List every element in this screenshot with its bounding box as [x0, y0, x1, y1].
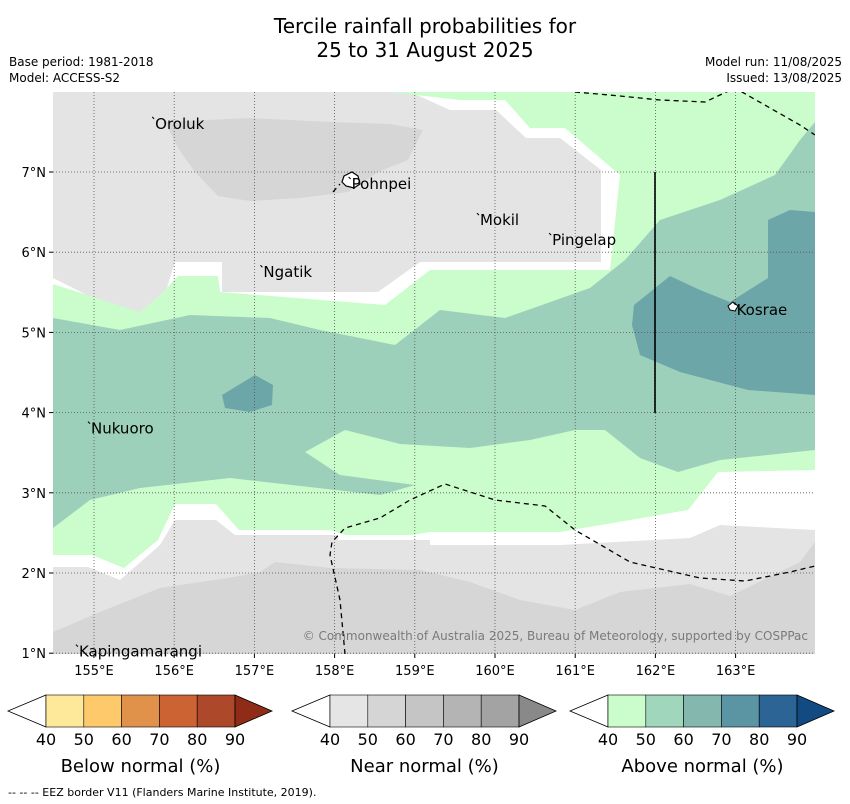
colorbar-title: Above normal (%): [621, 756, 783, 777]
colorbar-tick-label: 60: [673, 730, 693, 749]
colorbar-tick-label: 80: [749, 730, 769, 749]
place-marker: [733, 302, 736, 306]
colorbar-extend-low: [568, 694, 609, 728]
place-label-oroluk: Oroluk: [155, 115, 204, 133]
colorbar-title: Below normal (%): [61, 756, 221, 777]
colorbar-tick-label: 70: [433, 730, 453, 749]
eez-border-north: [574, 92, 815, 136]
place-label-pohnpei: Pohnpei: [352, 175, 412, 193]
colorbar-tick-label: 50: [636, 730, 656, 749]
colorbar-tick-label: 60: [395, 730, 415, 749]
latitude-tick-label: 6°N: [22, 246, 47, 261]
colorbar-tick-label: 90: [509, 730, 529, 749]
colorbar-tick-label: 70: [711, 730, 731, 749]
latitude-tick-label: 4°N: [22, 407, 47, 422]
eez-border-pohnpei: [332, 183, 341, 193]
latitude-tick-label: 2°N: [22, 567, 47, 582]
colorbar-tick-label: 90: [225, 730, 245, 749]
colorbar-segment: [121, 694, 160, 728]
latitude-tick-label: 3°N: [22, 487, 47, 502]
colorbar-extend-high: [796, 694, 836, 728]
longitude-tick-label: 159°E: [395, 664, 435, 679]
longitude-tick-label: 158°E: [315, 664, 355, 679]
eez-footer-note: -- -- -- EEZ border V11 (Flanders Marine…: [8, 786, 317, 799]
colorbar-tick-label: 90: [787, 730, 807, 749]
colorbar-extend-high: [518, 694, 558, 728]
longitude-tick-label: 161°E: [555, 664, 595, 679]
place-label-ngatik: Ngatik: [263, 263, 312, 281]
colorbar-tick-label: 40: [320, 730, 340, 749]
colorbar-segment: [480, 694, 520, 728]
model-name: Model: ACCESS-S2: [9, 71, 121, 85]
longitude-tick-label: 160°E: [475, 664, 515, 679]
longitude-tick-label: 163°E: [716, 664, 756, 679]
colorbar-segment: [196, 694, 236, 728]
eez-border-south: [329, 483, 815, 654]
longitude-tick-label: 162°E: [636, 664, 676, 679]
colorbar-segment: [645, 694, 684, 728]
place-label-kapingamarangi: Kapingamarangi: [79, 643, 202, 661]
colorbar-tick-label: 60: [111, 730, 131, 749]
place-marker: [151, 116, 155, 120]
colorbar-tick-label: 80: [187, 730, 207, 749]
colorbar-segment: [83, 694, 122, 728]
map-title-line2: 25 to 31 August 2025: [316, 38, 534, 62]
colorbar-tick-label: 80: [471, 730, 491, 749]
pohnpei-island: [341, 171, 361, 189]
colorbar-extend-low: [290, 694, 331, 728]
colorbar-extend-low: [6, 694, 47, 728]
longitude-tick-label: 155°E: [74, 664, 114, 679]
issued-date: Issued: 13/08/2025: [726, 71, 842, 85]
longitude-tick-label: 156°E: [154, 664, 194, 679]
colorbar-tick-label: 50: [74, 730, 94, 749]
above-normal-60-region-west: [222, 375, 273, 412]
colorbar-segment: [405, 694, 444, 728]
place-marker: [348, 176, 351, 180]
place-marker: [476, 212, 480, 216]
colorbar-segment: [607, 694, 647, 728]
colorbar-segment: [159, 694, 198, 728]
colorbar-segment: [683, 694, 722, 728]
place-label-kosrae: Kosrae: [737, 301, 788, 319]
place-marker: [75, 644, 79, 647]
copyright-notice: © Commonwealth of Australia 2025, Bureau…: [303, 629, 808, 643]
colorbar-segment: [758, 694, 798, 728]
colorbar-segment: [367, 694, 406, 728]
place-label-mokil: Mokil: [480, 211, 519, 229]
place-label-nukuoro: Nukuoro: [91, 420, 154, 438]
place-marker: [87, 421, 91, 424]
place-label-pingelap: Pingelap: [552, 231, 616, 249]
colorbar-tick-label: 50: [358, 730, 378, 749]
place-marker: [548, 232, 552, 236]
colorbar-tick-label: 70: [149, 730, 169, 749]
latitude-tick-label: 1°N: [22, 647, 47, 662]
colorbar-title: Near normal (%): [350, 756, 499, 777]
model-run: Model run: 11/08/2025: [704, 55, 842, 69]
colorbar-segment: [45, 694, 85, 728]
near-normal-50-region-south: [53, 542, 815, 654]
colorbar-extend-high: [234, 694, 274, 728]
colorbar-tick-label: 40: [598, 730, 618, 749]
colorbar-segment: [721, 694, 760, 728]
colorbar-segment: [443, 694, 482, 728]
colorbar-2: 40 50 60 70 80 90 Near normal (%): [290, 694, 558, 777]
longitude-tick-label: 157°E: [235, 664, 275, 679]
latitude-tick-label: 5°N: [22, 326, 47, 341]
colorbar-tick-label: 40: [36, 730, 56, 749]
map-title-line1: Tercile rainfall probabilities for: [273, 14, 577, 38]
forecast-map: Oroluk Pohnpei Mokil Pingelap Ngatik Kosrae Nu…: [22, 92, 815, 679]
above-normal-50-region: [53, 122, 815, 528]
above-normal-60-region-east: [632, 210, 815, 395]
place-marker: [260, 264, 263, 268]
base-period: Base period: 1981-2018: [9, 55, 154, 69]
colorbar-segment: [329, 694, 369, 728]
latitude-tick-label: 7°N: [22, 166, 47, 181]
